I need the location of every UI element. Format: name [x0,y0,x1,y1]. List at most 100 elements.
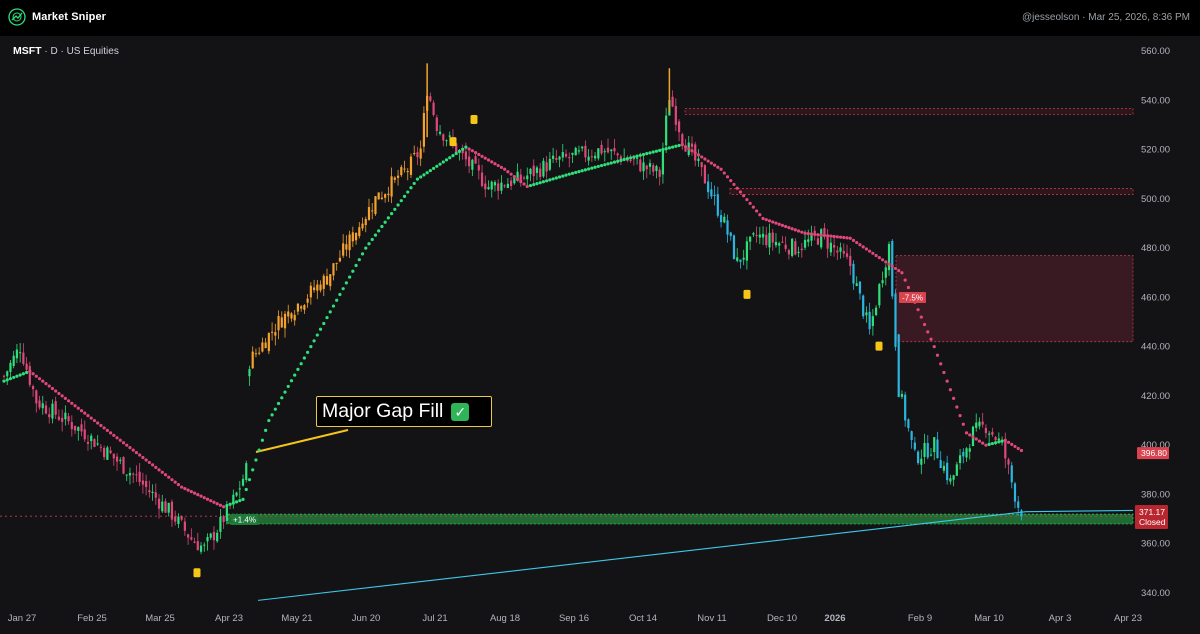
ma-point [945,379,949,383]
candle-body [645,165,648,170]
candle-body [726,220,729,235]
ma-point [832,234,836,239]
candle-body [707,181,710,193]
candle-body [1013,483,1017,502]
trendline-extension [1025,509,1134,513]
candle-body [15,349,19,359]
ma-point [713,163,717,167]
candle-body [758,234,761,238]
candle-body [652,165,655,172]
candle-body [907,419,910,429]
signal-marker [875,341,883,351]
candle-body [968,448,971,452]
x-tick-label: Dec 10 [767,613,797,624]
candle-body [761,233,765,238]
candle-body [690,143,694,147]
candle-body [784,244,787,249]
ma-point [687,147,691,151]
candle-body [558,156,561,160]
resistance-line-2 [729,188,1134,195]
x-tick-label: Sep 16 [559,613,589,624]
ma-point [409,186,413,190]
ma-point [929,337,933,341]
candle-body [810,232,813,241]
ma-point [777,222,781,226]
ma-point [344,281,348,285]
ma-point [360,252,365,256]
ma-point [861,245,865,249]
y-tick-label: 340.00 [1141,588,1170,599]
y-tick-label: 540.00 [1141,95,1170,106]
ma-point [990,441,994,446]
ma-point [257,448,261,452]
gap-fill-zone [227,513,1134,525]
ma-point [806,232,810,236]
ma-point [286,384,290,389]
ma-point [118,438,122,442]
y-tick-label: 480.00 [1141,243,1170,254]
candle-body [309,285,312,298]
ma-point [748,201,752,205]
ma-point [596,164,600,169]
candle-body [568,157,571,159]
ma-point [176,483,181,487]
candle-body [351,232,354,242]
candle-body [697,158,700,162]
candle-body [1010,465,1013,483]
ma-point [108,431,113,435]
candle-body [671,96,674,107]
ma-point [554,176,558,180]
ma-point [758,213,762,217]
candle-body [755,234,758,236]
candle-body [587,156,590,161]
ma-point [654,149,659,153]
ma-point [722,171,726,175]
ma-point [994,441,998,445]
ma-point [551,177,555,181]
candle-body [219,516,222,532]
candle-body [442,134,445,141]
ma-point [557,175,562,179]
candle-body [377,192,380,200]
ma-point [793,228,797,232]
candle-body [403,168,406,170]
ma-point [919,315,923,319]
x-tick-label: Jul 21 [422,613,447,624]
candle-body [610,149,613,152]
candle-body [422,112,425,147]
ma-point [390,212,394,216]
candle-body [590,156,593,158]
ma-point [331,304,336,308]
ma-point [402,194,407,198]
ma-point [293,373,297,377]
ma-point [984,443,988,447]
ma-point [121,441,126,445]
ma-point [338,292,342,297]
ma-point [205,497,210,501]
drop-pct-label: -7.5% [902,294,923,303]
candle-body [823,227,826,235]
ma-point [800,230,804,234]
ma-point [693,151,697,155]
candle-body [180,516,183,520]
candle-body [807,239,810,242]
brand-name: Market Sniper [32,11,107,23]
x-tick-label: Feb 25 [77,613,107,624]
ma-point [50,386,55,391]
ma-point [667,146,671,150]
candle-body [293,314,296,321]
ma-point [499,165,504,170]
ma-point [67,399,71,403]
ma-point [796,229,801,233]
candle-body [254,353,258,355]
ma-point [880,258,885,262]
ma-point [732,182,736,187]
ma-point [968,433,972,437]
ma-point [1000,439,1004,443]
annotation-text: Major Gap Fill [322,400,444,422]
candle-body [1007,459,1010,465]
ma-point [477,152,481,157]
candle-body [765,234,768,246]
ma-point [1006,440,1011,444]
